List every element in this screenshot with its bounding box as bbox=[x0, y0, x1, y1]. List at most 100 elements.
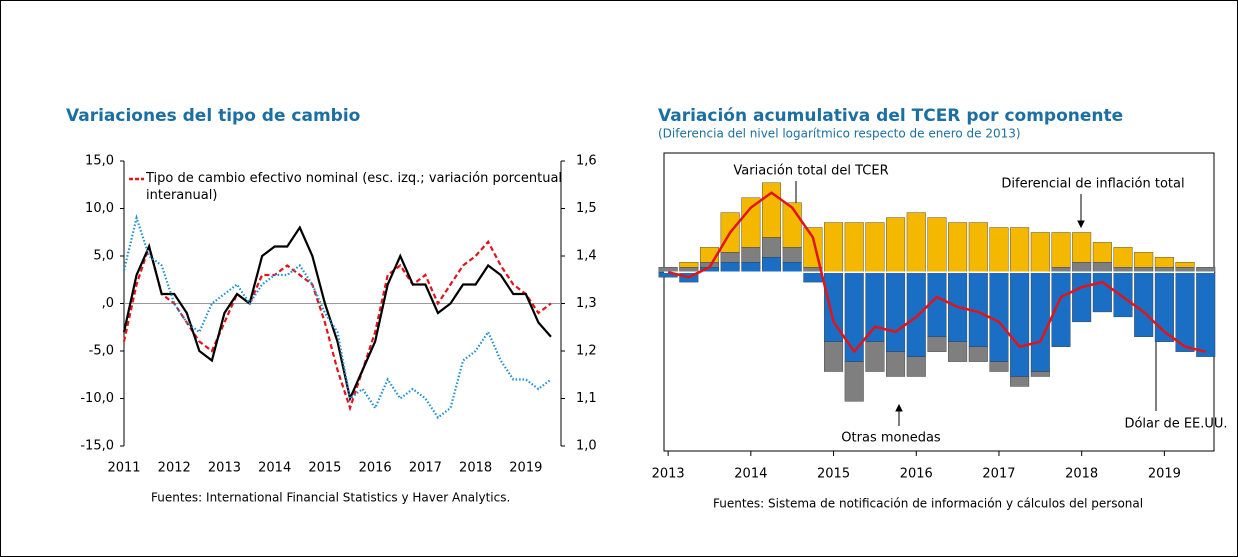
x-tick-label: 2017 bbox=[409, 461, 442, 476]
y2-tick-label: 1,0 bbox=[576, 439, 597, 454]
y2-tick-label: 1,3 bbox=[576, 296, 597, 311]
bar bbox=[1072, 272, 1092, 323]
bar bbox=[1030, 232, 1050, 273]
bar bbox=[824, 341, 844, 372]
bar bbox=[968, 346, 988, 362]
series-line bbox=[122, 213, 552, 420]
x-tick-label: 2011 bbox=[107, 461, 140, 476]
bar bbox=[1010, 227, 1030, 273]
bar bbox=[1030, 272, 1050, 372]
annotation: Dólar de EE.UU. bbox=[1124, 417, 1227, 432]
x-tick-label: 2018 bbox=[459, 461, 492, 476]
bar bbox=[844, 272, 864, 362]
source-note: Fuentes: Sistema de notificación de info… bbox=[713, 497, 1143, 511]
x-tick-label: 2019 bbox=[1148, 467, 1181, 482]
bar bbox=[741, 247, 761, 263]
bar bbox=[906, 212, 926, 273]
bar bbox=[1072, 232, 1092, 263]
bar bbox=[927, 336, 947, 352]
total-line bbox=[667, 191, 1207, 354]
x-tick-label: 2015 bbox=[308, 461, 341, 476]
bar bbox=[1175, 262, 1195, 268]
bar bbox=[865, 272, 885, 342]
x-tick-label: 2016 bbox=[359, 461, 392, 476]
annotation: Otras monedas bbox=[841, 431, 941, 446]
chart-title: Variaciones del tipo de cambio bbox=[66, 106, 360, 126]
x-tick-label: 2013 bbox=[208, 461, 241, 476]
bar bbox=[886, 217, 906, 273]
bar bbox=[948, 341, 968, 362]
y2-tick-label: 1,2 bbox=[576, 344, 597, 359]
bar bbox=[720, 252, 740, 263]
x-tick-label: 2019 bbox=[509, 461, 542, 476]
source-note: Fuentes: International Financial Statist… bbox=[151, 491, 510, 505]
bar bbox=[1092, 262, 1112, 273]
y-tick-label: 5,0 bbox=[93, 249, 114, 264]
bar bbox=[679, 262, 699, 268]
bar bbox=[886, 351, 906, 377]
bar bbox=[1196, 272, 1216, 357]
bar bbox=[782, 247, 802, 263]
bar bbox=[1113, 247, 1133, 268]
chart-title: Variación acumulativa del TCER por compo… bbox=[658, 106, 1123, 126]
bar bbox=[989, 361, 1009, 372]
x-tick-label: 2014 bbox=[734, 467, 767, 482]
y2-tick-label: 1,4 bbox=[576, 249, 597, 264]
y2-tick-label: 1,5 bbox=[576, 201, 597, 216]
bar bbox=[886, 272, 906, 352]
x-tick-label: 2014 bbox=[258, 461, 291, 476]
y2-tick-label: 1,1 bbox=[576, 391, 597, 406]
y2-tick-label: 1,6 bbox=[576, 154, 597, 169]
y-tick-label: 10,0 bbox=[85, 201, 114, 216]
bar bbox=[762, 237, 782, 258]
x-tick-label: 2017 bbox=[982, 467, 1015, 482]
y-tick-label: -15,0 bbox=[80, 439, 114, 454]
bar bbox=[1030, 371, 1050, 377]
bar bbox=[762, 257, 782, 273]
bar bbox=[741, 262, 761, 273]
bar bbox=[865, 341, 885, 372]
bar bbox=[803, 272, 823, 283]
bar bbox=[1051, 232, 1071, 268]
bar bbox=[1092, 242, 1112, 263]
y-tick-label: 15,0 bbox=[85, 154, 114, 169]
bar bbox=[762, 182, 782, 238]
bar bbox=[844, 222, 864, 273]
bar bbox=[824, 222, 844, 273]
y-tick-label: -10,0 bbox=[80, 391, 114, 406]
bar bbox=[1154, 257, 1174, 268]
x-tick-label: 2015 bbox=[817, 467, 850, 482]
annotation: Diferencial de inflación total bbox=[1001, 177, 1184, 192]
bar bbox=[989, 227, 1009, 273]
y-tick-label: ,0 bbox=[102, 296, 114, 311]
legend-label: Tipo de cambio efectivo nominal (esc. iz… bbox=[146, 171, 563, 203]
bar bbox=[1134, 252, 1154, 268]
bar bbox=[1113, 272, 1133, 318]
bar bbox=[948, 222, 968, 273]
bar bbox=[1134, 272, 1154, 337]
bar bbox=[844, 361, 864, 402]
bar bbox=[1175, 272, 1195, 352]
x-tick-label: 2012 bbox=[158, 461, 191, 476]
bar bbox=[1010, 376, 1030, 387]
bar bbox=[720, 262, 740, 273]
x-tick-label: 2018 bbox=[1065, 467, 1098, 482]
bar bbox=[782, 262, 802, 273]
x-tick-label: 2016 bbox=[900, 467, 933, 482]
chart-subtitle: (Diferencia del nivel logarítmico respec… bbox=[658, 127, 1021, 141]
bar bbox=[741, 197, 761, 248]
bar bbox=[906, 356, 926, 377]
bar bbox=[968, 222, 988, 273]
bar bbox=[1010, 272, 1030, 377]
annotation: Variación total del TCER bbox=[733, 164, 888, 179]
bar bbox=[1072, 262, 1092, 273]
series-line bbox=[122, 225, 552, 403]
bar bbox=[865, 222, 885, 273]
y-tick-label: -5,0 bbox=[89, 344, 114, 359]
x-tick-label: 2013 bbox=[652, 467, 685, 482]
bar bbox=[1092, 272, 1112, 313]
bar bbox=[906, 272, 926, 357]
bar bbox=[927, 217, 947, 273]
